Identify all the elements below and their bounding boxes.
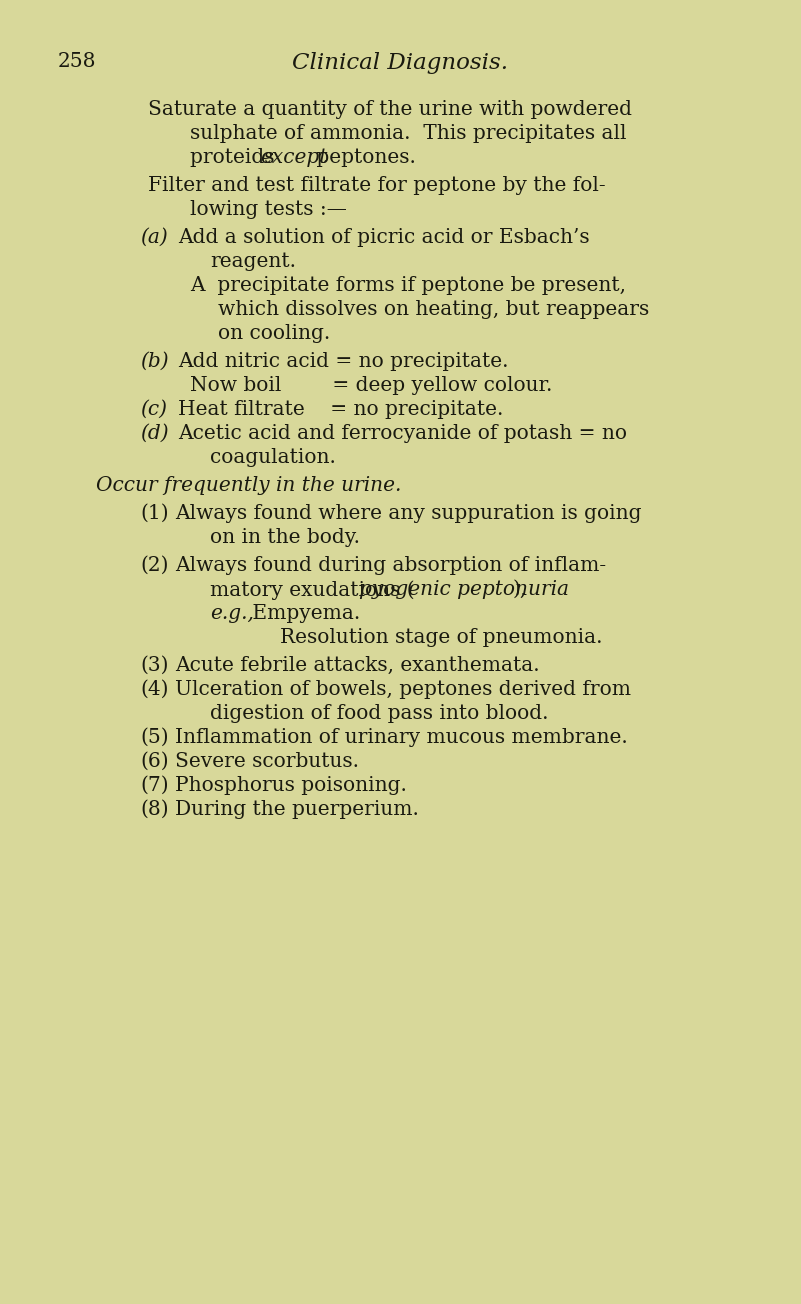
Text: Ulceration of bowels, peptones derived from: Ulceration of bowels, peptones derived f… [175,679,631,699]
Text: proteids: proteids [190,147,281,167]
Text: Filter and test filtrate for peptone by the fol-: Filter and test filtrate for peptone by … [148,176,606,196]
Text: matory exudations (: matory exudations ( [210,580,415,600]
Text: lowing tests :—: lowing tests :— [190,200,347,219]
Text: 258: 258 [58,52,96,70]
Text: Add a solution of picric acid or Esbach’s: Add a solution of picric acid or Esbach’… [178,228,590,246]
Text: (d): (d) [140,424,169,443]
Text: Inflammation of urinary mucous membrane.: Inflammation of urinary mucous membrane. [175,728,628,747]
Text: on in the body.: on in the body. [210,528,360,546]
Text: (8): (8) [140,799,169,819]
Text: peptones.: peptones. [310,147,416,167]
Text: Empyema.: Empyema. [246,604,360,623]
Text: Now boil        = deep yellow colour.: Now boil = deep yellow colour. [190,376,553,395]
Text: Saturate a quantity of the urine with powdered: Saturate a quantity of the urine with po… [148,100,632,119]
Text: Always found during absorption of inflam-: Always found during absorption of inflam… [175,556,606,575]
Text: (5): (5) [140,728,169,747]
Text: except: except [260,147,328,167]
Text: Occur frequently in the urine.: Occur frequently in the urine. [96,476,401,496]
Text: (a): (a) [140,228,167,246]
Text: (c): (c) [140,400,167,419]
Text: (3): (3) [140,656,168,675]
Text: During the puerperium.: During the puerperium. [175,799,419,819]
Text: Phosphorus poisoning.: Phosphorus poisoning. [175,776,407,795]
Text: digestion of food pass into blood.: digestion of food pass into blood. [210,704,549,722]
Text: Resolution stage of pneumonia.: Resolution stage of pneumonia. [280,629,602,647]
Text: (6): (6) [140,752,169,771]
Text: Acute febrile attacks, exanthemata.: Acute febrile attacks, exanthemata. [175,656,540,675]
Text: (b): (b) [140,352,169,372]
Text: (2): (2) [140,556,168,575]
Text: pyogenic peptonuria: pyogenic peptonuria [359,580,569,599]
Text: Always found where any suppuration is going: Always found where any suppuration is go… [175,505,642,523]
Text: reagent.: reagent. [210,252,296,271]
Text: on cooling.: on cooling. [218,323,330,343]
Text: sulphate of ammonia.  This precipitates all: sulphate of ammonia. This precipitates a… [190,124,626,143]
Text: Heat filtrate    = no precipitate.: Heat filtrate = no precipitate. [178,400,503,419]
Text: Severe scorbutus.: Severe scorbutus. [175,752,359,771]
Text: which dissolves on heating, but reappears: which dissolves on heating, but reappear… [218,300,650,319]
Text: ),: ), [513,580,527,599]
Text: (4): (4) [140,679,168,699]
Text: coagulation.: coagulation. [210,449,336,467]
Text: Add nitric acid = no precipitate.: Add nitric acid = no precipitate. [178,352,509,372]
Text: (1): (1) [140,505,169,523]
Text: (7): (7) [140,776,169,795]
Text: Acetic acid and ferrocyanide of potash = no: Acetic acid and ferrocyanide of potash =… [178,424,627,443]
Text: e.g.,: e.g., [210,604,254,623]
Text: A  precipitate forms if peptone be present,: A precipitate forms if peptone be presen… [190,276,626,295]
Text: Clinical Diagnosis.: Clinical Diagnosis. [292,52,508,74]
